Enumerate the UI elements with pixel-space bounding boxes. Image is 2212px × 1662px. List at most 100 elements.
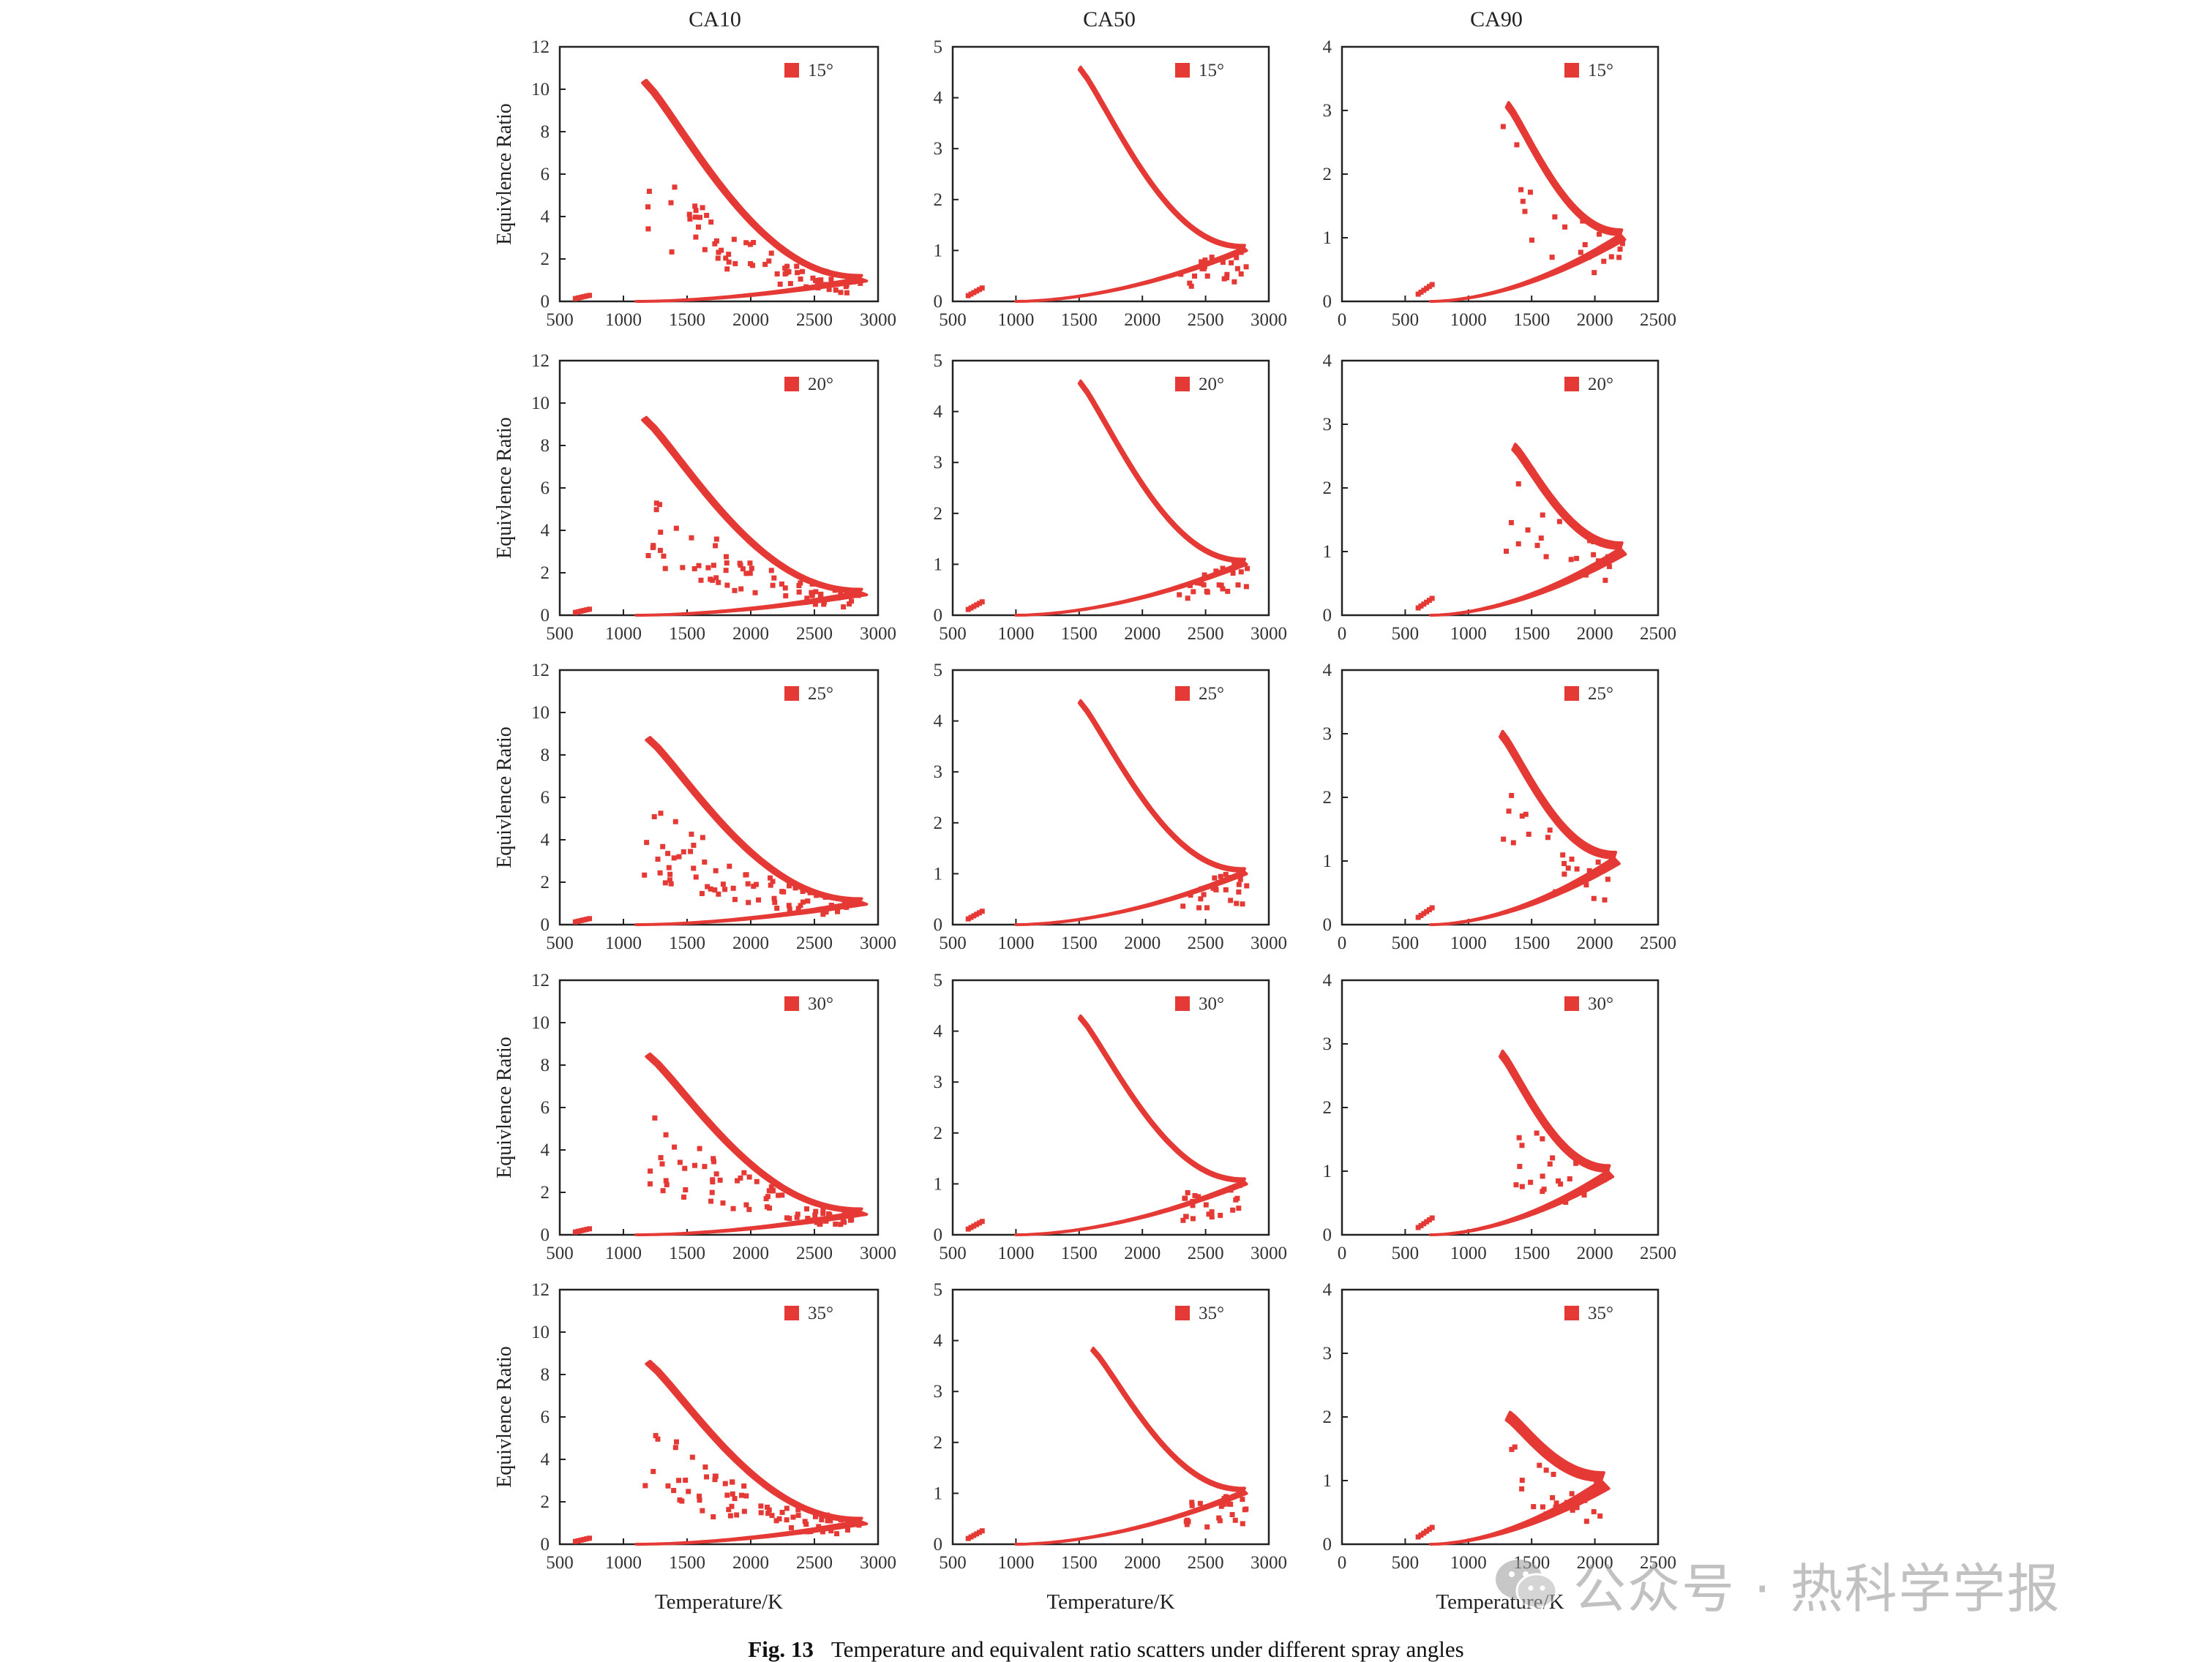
y-tick-label: 1 [934, 1174, 943, 1194]
y-tick-label: 4 [541, 1450, 550, 1470]
scatter-point [965, 1226, 971, 1232]
x-tick-label: 3000 [860, 624, 896, 644]
scatter-point [1231, 279, 1237, 285]
scatter-point [798, 276, 803, 282]
y-tick-label: 0 [541, 1535, 550, 1554]
upper-branch-points [1077, 1014, 1246, 1183]
scatter-point [812, 278, 818, 284]
scatter-point [1429, 905, 1435, 911]
scatter-point [581, 1227, 587, 1233]
origin-cluster-points [1415, 905, 1435, 920]
scatter-point [1515, 481, 1521, 486]
scatter-point [672, 184, 678, 190]
scatter-point [823, 268, 829, 274]
scatter-point [745, 881, 751, 887]
scatter-point [660, 1188, 666, 1194]
y-tick-label: 2 [541, 1492, 550, 1512]
scatter-point [1198, 896, 1204, 902]
scatter-point [850, 279, 856, 285]
lower-branch-points [634, 590, 869, 617]
scatter-point [1216, 1515, 1222, 1521]
scatter-point [711, 1514, 716, 1520]
scatter-point [786, 903, 792, 909]
x-tick-label: 1000 [1450, 1244, 1487, 1263]
scatter-point [752, 590, 758, 595]
scatter-point [1602, 577, 1608, 583]
scatter-point [1221, 276, 1227, 282]
scatter-point [841, 899, 847, 905]
scatter-point [1236, 881, 1242, 887]
scatter-point [1527, 189, 1533, 195]
origin-cluster-points [572, 606, 593, 615]
legend-label: 35° [808, 1304, 833, 1323]
scatter-point [1606, 563, 1612, 569]
scattered-points [1177, 561, 1251, 601]
scatter-point [795, 1513, 801, 1519]
x-tick-label: 500 [939, 1244, 967, 1263]
y-tick-label: 0 [541, 292, 550, 312]
scatter-point [713, 1473, 719, 1479]
scatter-point [686, 211, 692, 217]
scatter-point [575, 295, 581, 301]
lower-branch-points [1429, 233, 1627, 303]
scatter-point [1415, 1534, 1421, 1540]
scatter-point [1230, 571, 1236, 576]
scatter-point [833, 1221, 839, 1227]
scatter-point [652, 1115, 658, 1121]
scatter-point [1180, 1217, 1186, 1223]
scatter-point [979, 909, 985, 914]
x-tick-label: 1000 [997, 624, 1034, 644]
scatter-point [731, 236, 737, 242]
scatter-point [665, 1483, 671, 1489]
scatter-point [1421, 1221, 1427, 1227]
scatter-point [741, 1483, 747, 1489]
scatter-point [974, 1222, 980, 1227]
scatter-point [702, 1464, 708, 1470]
scatter-point [723, 554, 729, 560]
x-tick-label: 1000 [1450, 1553, 1487, 1573]
x-tick-label: 2500 [1640, 1553, 1676, 1573]
y-axis-label: Equivlence Ratio [493, 1037, 516, 1178]
scatter-point [708, 219, 714, 225]
y-tick-label: 10 [531, 1013, 550, 1033]
scatter-point [1421, 287, 1427, 293]
scatter-point [810, 275, 816, 281]
scatter-point [847, 601, 852, 607]
y-tick-label: 1 [1323, 1471, 1332, 1491]
scatter-point [816, 277, 822, 283]
scatter-point [1605, 554, 1611, 560]
x-tick-label: 1000 [997, 1244, 1034, 1263]
scatter-point [769, 1513, 775, 1519]
scatter-point [1596, 225, 1602, 230]
x-tick-label: 0 [1338, 933, 1347, 953]
scatter-point [803, 1206, 809, 1212]
lower-branch-points [1014, 1179, 1248, 1236]
plot-frame [951, 359, 1270, 617]
y-tick-label: 1 [934, 864, 943, 884]
legend-swatch [1175, 63, 1190, 78]
scatter-point [1561, 860, 1567, 866]
upper-branch-points [1504, 101, 1624, 236]
scatter-point [1550, 1494, 1556, 1500]
scatter-point [1190, 1216, 1196, 1222]
legend: 25° [1564, 684, 1613, 704]
scatter-panels-grid: 500 1000 1500 2000 2500 3000024681012Equivlen… [493, 37, 1676, 1614]
scatter-point [968, 1534, 974, 1540]
scatter-point [846, 899, 852, 905]
scatter-point [804, 595, 810, 601]
scatter-point [787, 906, 792, 912]
scatter-point [730, 885, 736, 891]
x-tick-label: 2000 [1124, 933, 1161, 953]
x-tick-label: 2500 [1188, 933, 1224, 953]
scatter-point [720, 881, 726, 887]
scatter-point [1510, 840, 1516, 846]
scatter-point [697, 214, 702, 220]
scatter-point [756, 897, 762, 903]
scatter-point [1228, 1187, 1234, 1193]
scatter-point [1586, 868, 1592, 873]
scatter-point [852, 591, 858, 597]
plot-frame [951, 669, 1270, 926]
legend-label: 25° [1588, 684, 1613, 704]
y-tick-label: 3 [1323, 101, 1332, 121]
scatter-point [1613, 554, 1619, 560]
